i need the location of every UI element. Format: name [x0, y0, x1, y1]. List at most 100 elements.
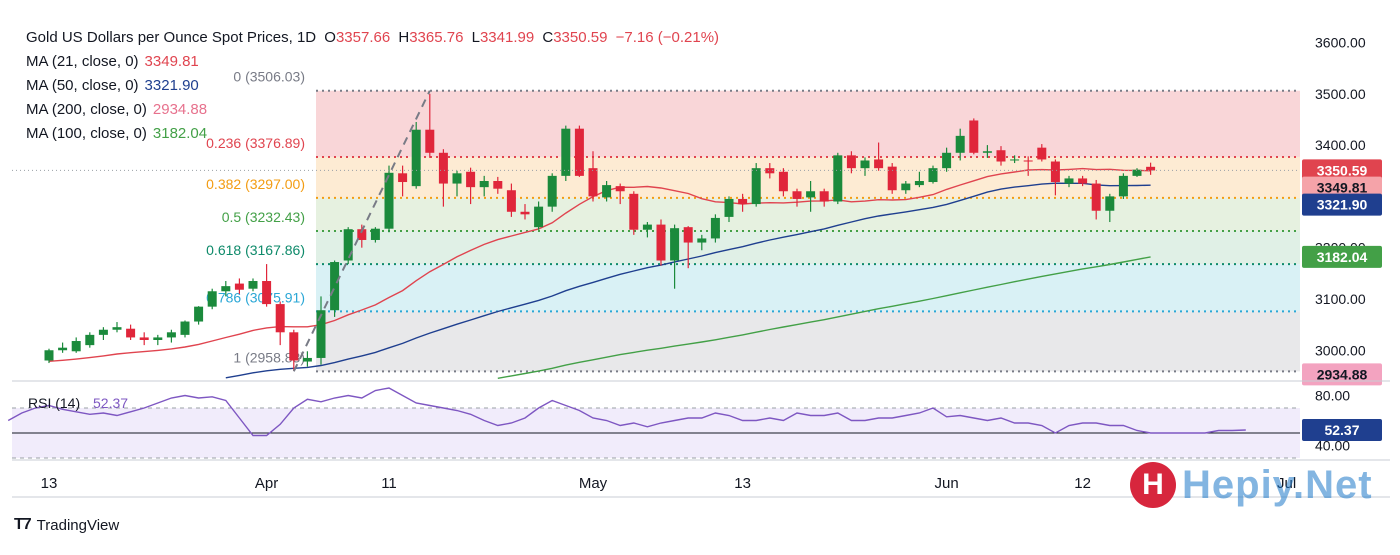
chart-legend: Gold US Dollars per Ounce Spot Prices, 1…: [26, 26, 719, 146]
price-tick-label: 3500.00: [1315, 86, 1366, 102]
candle-body: [806, 191, 816, 198]
candle-body: [765, 168, 775, 174]
candle: [194, 306, 204, 325]
candle: [425, 93, 435, 158]
candle-body: [411, 129, 421, 187]
candle-body: [615, 186, 625, 192]
candle-body: [438, 152, 448, 184]
candle: [1146, 162, 1156, 175]
candle: [466, 167, 476, 205]
candle-body: [153, 337, 163, 340]
candle: [493, 176, 503, 194]
candle-body: [330, 262, 340, 311]
time-tick-label: 11: [381, 475, 397, 492]
candle-body: [1132, 169, 1142, 176]
candle-body: [1078, 178, 1088, 184]
candle: [330, 260, 340, 317]
fib-level-label: 0.786 (3075.91): [206, 289, 305, 305]
tradingview-logo-icon: T7: [14, 516, 32, 533]
price-badge: 3350.59: [1302, 159, 1382, 182]
legend-ma100[interactable]: MA (100, close, 0) 3182.04: [26, 122, 719, 146]
ma50-value: 3321.90: [144, 77, 199, 94]
ma200-value: 2934.88: [152, 101, 208, 118]
candle: [1010, 155, 1020, 164]
ma200-label: MA (200, close, 0): [26, 101, 147, 118]
legend-ma200[interactable]: MA (200, close, 0) 2934.88: [26, 98, 719, 122]
candle: [1064, 175, 1074, 188]
open-value: 3357.66: [335, 29, 391, 46]
price-badge-box: [1302, 193, 1382, 216]
candle: [656, 219, 666, 266]
candle: [221, 281, 231, 297]
candle-body: [819, 191, 829, 202]
candle-body: [670, 228, 680, 261]
ma50-label: MA (50, close, 0): [26, 77, 139, 94]
candle: [1023, 156, 1033, 176]
candle: [751, 163, 761, 207]
candle-body: [982, 151, 992, 153]
candle: [207, 288, 217, 310]
candle: [710, 214, 720, 243]
candle-body: [520, 211, 530, 215]
candle: [71, 337, 81, 353]
candle: [506, 183, 516, 217]
candle: [479, 175, 489, 197]
price-tick-label: 3400.00: [1315, 137, 1366, 153]
candle: [561, 125, 571, 181]
time-tick-label: 13: [734, 475, 751, 492]
candle-body: [874, 159, 884, 169]
price-badge-box: [1302, 245, 1382, 268]
candle-body: [887, 166, 897, 191]
candle: [833, 152, 843, 205]
legend-ma50[interactable]: MA (50, close, 0) 3321.90: [26, 74, 719, 98]
candle: [1050, 159, 1060, 196]
time-tick-label: Jun: [935, 475, 959, 492]
candle-body: [343, 229, 353, 261]
fib-level-label: 0.236 (3376.89): [206, 135, 305, 151]
fib-zone: [316, 264, 1300, 312]
candle: [778, 168, 788, 197]
candle: [139, 332, 149, 346]
price-badge-label: 2934.88: [1317, 366, 1368, 382]
candle-body: [85, 334, 95, 346]
candle: [724, 196, 734, 223]
rsi-name-label: RSI (14): [28, 395, 80, 411]
high-value: 3365.76: [409, 29, 464, 46]
candle: [248, 278, 258, 292]
candle: [153, 334, 163, 346]
watermark-logo-icon: H: [1130, 462, 1176, 508]
candle-body: [955, 135, 965, 153]
ma21-line: [48, 167, 1151, 362]
candle: [846, 151, 856, 174]
candle-body: [561, 128, 571, 176]
candle-body: [71, 341, 81, 352]
candle: [1118, 173, 1128, 199]
price-badge: 3349.81: [1302, 176, 1382, 199]
candle: [615, 183, 625, 205]
candle-body: [642, 224, 652, 230]
price-tick-label: 3100.00: [1315, 291, 1366, 307]
candle-body: [234, 283, 244, 290]
candle-body: [1010, 159, 1020, 161]
candle-body: [58, 347, 68, 351]
fib-level-label: 1 (2958.83): [233, 349, 305, 365]
tradingview-branding[interactable]: T7 TradingView: [14, 516, 119, 534]
candle: [275, 301, 285, 346]
legend-ma21[interactable]: MA (21, close, 0) 3349.81: [26, 50, 719, 74]
candle: [860, 157, 870, 176]
candle-body: [1037, 147, 1047, 160]
candle-body: [901, 183, 911, 191]
candle-body: [506, 190, 516, 212]
rsi-tick-label: 80.00: [1315, 388, 1350, 404]
watermark-text: Hepiy.Net: [1182, 462, 1373, 507]
candle: [343, 227, 353, 265]
candle-body: [466, 171, 476, 188]
close-label: C: [542, 29, 554, 46]
candle: [670, 224, 680, 289]
candle: [914, 171, 924, 188]
candle: [683, 226, 693, 269]
candle-body: [1064, 178, 1074, 184]
ma100-line: [497, 256, 1151, 379]
candle-body: [792, 191, 802, 199]
candle: [806, 180, 816, 212]
